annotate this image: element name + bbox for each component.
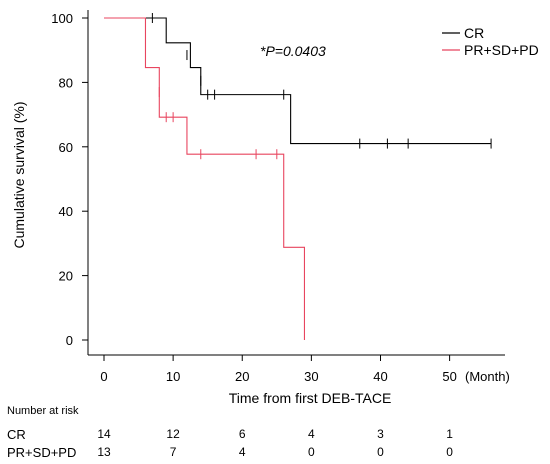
risk-cell: 4 xyxy=(238,445,246,459)
legend-label: PR+SD+PD xyxy=(464,42,539,58)
series-line-cr xyxy=(104,17,492,145)
risk-cell: 0 xyxy=(377,445,384,459)
risk-table-title: Number at risk xyxy=(7,405,79,417)
y-axis-label: Cumulative survival (%) xyxy=(11,101,27,248)
risk-cell: 13 xyxy=(97,445,111,459)
legend-label: CR xyxy=(464,25,484,41)
series-line-pr-sd-pd xyxy=(104,17,306,340)
risk-row-label-cr: CR xyxy=(7,427,26,442)
y-tick-label-60: 60 xyxy=(59,140,73,155)
p-value-annotation: *P=0.0403 xyxy=(260,43,326,59)
risk-cell: 12 xyxy=(166,427,180,441)
survival-chart: 0 20 40 60 80 100 0 10 20 30 40 50 Cumulative survi… xyxy=(11,10,539,405)
x-tick-label-20: 20 xyxy=(235,369,249,384)
risk-cell: 4 xyxy=(308,427,315,441)
x-tick-label-50: 50 xyxy=(442,369,456,384)
series-layer xyxy=(104,13,492,340)
risk-cell: 1 xyxy=(446,427,453,441)
risk-cell: 3 xyxy=(377,427,384,441)
x-axis-unit: (Month) xyxy=(465,369,510,384)
y-tick-label-100: 100 xyxy=(51,11,73,26)
y-tick-label-40: 40 xyxy=(59,204,73,219)
x-axis-label: Time from first DEB-TACE xyxy=(229,390,392,405)
risk-row-label-pr-sd-pd: PR+SD+PD xyxy=(7,445,77,460)
x-tick-label-10: 10 xyxy=(166,369,180,384)
x-tick-label-40: 40 xyxy=(373,369,387,384)
risk-cell: 6 xyxy=(238,427,246,441)
risk-cell: 7 xyxy=(169,445,177,459)
y-tick-label-20: 20 xyxy=(59,269,73,284)
x-tick-label-0: 0 xyxy=(100,369,107,384)
y-tick-label-0: 0 xyxy=(66,333,73,348)
y-tick-label-80: 80 xyxy=(59,75,73,90)
risk-cell: 0 xyxy=(446,445,453,459)
x-tick-label-30: 30 xyxy=(304,369,318,384)
risk-cell: 0 xyxy=(308,445,315,459)
number-at-risk-table: Number at risk CR PR+SD+PD 14 12 6 4 3 1 13 7 4 0… xyxy=(0,405,550,464)
axis-ticks: 0 20 40 60 80 100 0 10 20 30 40 50 xyxy=(51,11,457,384)
risk-cell: 14 xyxy=(97,427,111,441)
plot-frame xyxy=(87,10,505,356)
